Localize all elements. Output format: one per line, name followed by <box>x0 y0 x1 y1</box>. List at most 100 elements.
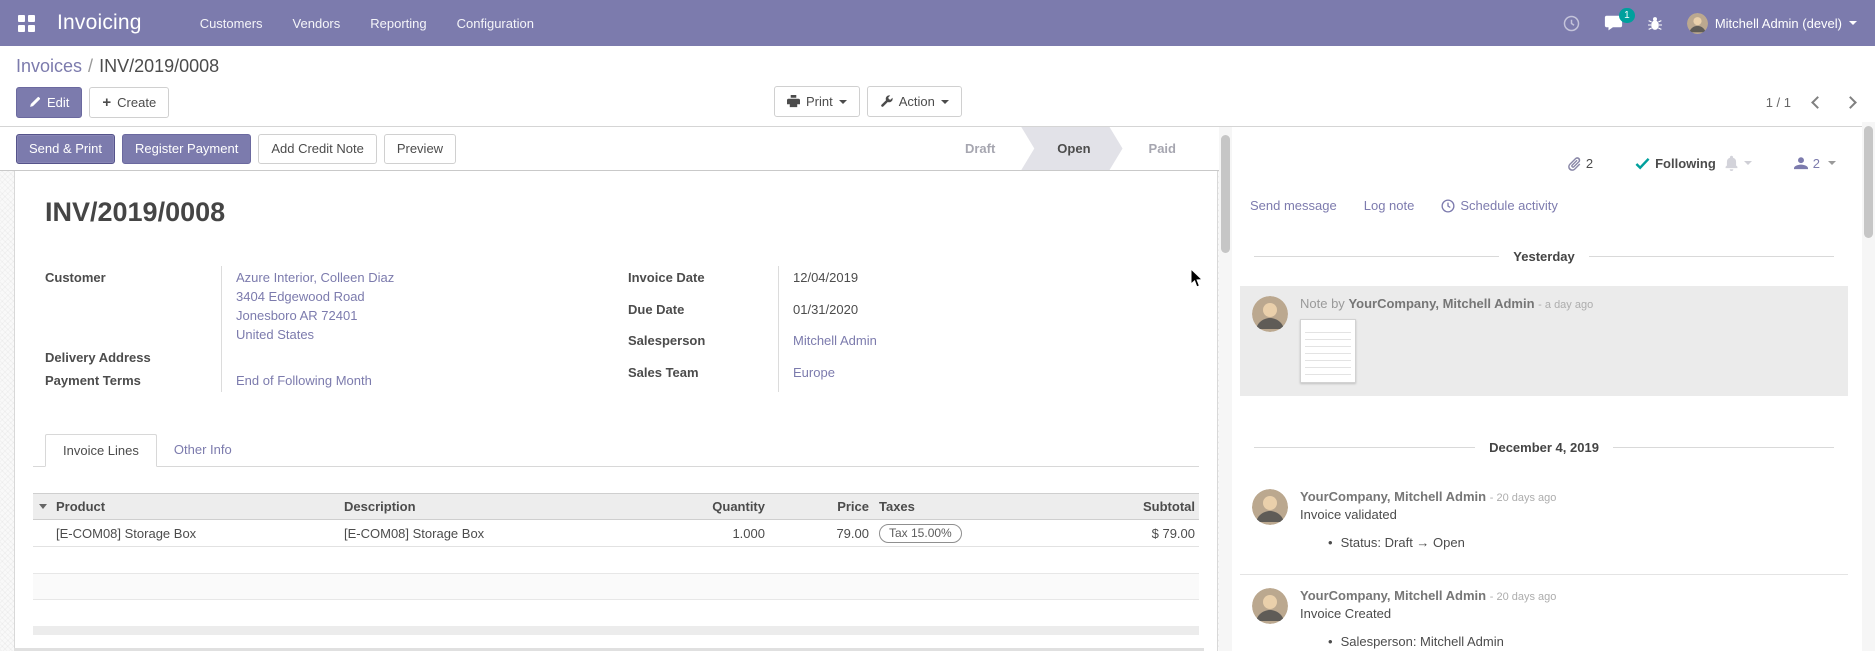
delivery-address-value[interactable] <box>221 346 610 369</box>
right-field-group: Invoice Date 12/04/2019 Due Date 01/31/2… <box>628 266 1188 392</box>
sort-caret-icon[interactable] <box>39 504 47 509</box>
tab-invoice-lines[interactable]: Invoice Lines <box>45 434 157 467</box>
user-avatar <box>1686 12 1708 34</box>
message-header: YourCompany, Mitchell Admin - 20 days ag… <box>1300 588 1556 603</box>
following-label: Following <box>1655 155 1716 171</box>
message-validated: YourCompany, Mitchell Admin - 20 days ag… <box>1240 479 1848 560</box>
payment-terms-label: Payment Terms <box>45 373 141 388</box>
tax-badge[interactable]: Tax 15.00% <box>879 523 962 543</box>
following-button[interactable]: Following <box>1635 156 1716 171</box>
status-widget: Draft Open Paid <box>939 127 1202 170</box>
user-menu[interactable]: Mitchell Admin (devel) <box>1686 12 1857 34</box>
col-quantity[interactable]: Quantity <box>712 499 765 514</box>
table-row[interactable]: [E-COM08] Storage Box [E-COM08] Storage … <box>33 520 1199 547</box>
cell-price[interactable]: 79.00 <box>836 525 869 541</box>
invoice-number-title: INV/2019/0008 <box>45 197 226 227</box>
edit-button[interactable]: Edit <box>16 86 83 118</box>
chevron-down-icon <box>838 99 847 104</box>
due-date-value[interactable]: 01/31/2020 <box>778 297 1188 329</box>
debug-bug-icon[interactable] <box>1647 15 1663 32</box>
pager-previous-icon[interactable] <box>1811 95 1824 109</box>
message-header: YourCompany, Mitchell Admin - 20 days ag… <box>1300 489 1556 504</box>
pencil-icon <box>30 96 41 107</box>
message-author[interactable]: YourCompany, Mitchell Admin <box>1300 489 1487 504</box>
customer-city[interactable]: Jonesboro AR 72401 <box>236 308 358 323</box>
state-paid[interactable]: Paid <box>1148 141 1176 156</box>
col-taxes[interactable]: Taxes <box>879 499 915 514</box>
delivery-address-label: Delivery Address <box>45 350 151 365</box>
check-icon <box>1635 157 1650 169</box>
horizontal-scrollbar[interactable] <box>14 648 1204 651</box>
print-button[interactable]: Print <box>774 86 860 117</box>
send-message-button[interactable]: Send message <box>1250 198 1337 213</box>
customer-label: Customer <box>45 270 106 285</box>
apps-grid-icon[interactable] <box>18 14 35 32</box>
state-open[interactable]: Open <box>1021 127 1122 170</box>
create-button[interactable]: + Create <box>89 86 170 118</box>
message-author[interactable]: YourCompany, Mitchell Admin <box>1348 296 1535 311</box>
menu-vendors[interactable]: Vendors <box>292 15 341 31</box>
breadcrumb-current: INV/2019/0008 <box>99 56 220 76</box>
chatter-scrollbar[interactable] <box>1862 122 1875 651</box>
chevron-down-icon[interactable] <box>1828 161 1836 165</box>
form-scrollbar[interactable] <box>1219 127 1232 651</box>
add-credit-note-button[interactable]: Add Credit Note <box>258 133 377 164</box>
col-subtotal[interactable]: Subtotal <box>1143 499 1195 514</box>
payment-terms-link[interactable]: End of Following Month <box>236 373 372 388</box>
divider-date: December 4, 2019 <box>1240 440 1848 455</box>
col-product[interactable]: Product <box>56 499 106 514</box>
col-price[interactable]: Price <box>837 499 869 514</box>
printer-icon <box>787 95 800 108</box>
menu-reporting[interactable]: Reporting <box>370 15 427 31</box>
navbar-right: 1 Mitchell Admin (devel) <box>1563 8 1857 34</box>
avatar[interactable] <box>1252 296 1288 332</box>
cell-product[interactable]: [E-COM08] Storage Box <box>56 525 197 541</box>
due-date-label: Due Date <box>628 301 685 317</box>
messages-icon[interactable]: 1 <box>1604 8 1635 31</box>
preview-button[interactable]: Preview <box>383 133 457 164</box>
message-author[interactable]: YourCompany, Mitchell Admin <box>1300 588 1487 603</box>
invoice-date-value[interactable]: 12/04/2019 <box>778 266 1188 298</box>
chatter-actions: Send message Log note Schedule activity <box>1240 198 1848 213</box>
register-payment-button[interactable]: Register Payment <box>122 133 252 164</box>
cell-quantity[interactable]: 1.000 <box>732 525 765 541</box>
state-draft[interactable]: Draft <box>964 141 996 156</box>
app-title[interactable]: Invoicing <box>57 11 142 34</box>
action-button[interactable]: Action <box>866 86 962 117</box>
customer-country[interactable]: United States <box>236 327 315 342</box>
menu-customers[interactable]: Customers <box>199 15 263 31</box>
activities-clock-icon[interactable] <box>1563 15 1580 32</box>
clock-icon <box>1441 198 1455 213</box>
customer-street[interactable]: 3404 Edgewood Road <box>236 289 365 304</box>
breadcrumb-separator: / <box>88 56 94 76</box>
empty-row <box>33 573 1199 600</box>
attachment-count: 2 <box>1585 155 1594 171</box>
sales-team-link[interactable]: Europe <box>793 364 835 380</box>
attachments-button[interactable]: 2 <box>1567 156 1593 171</box>
message-time: - 20 days ago <box>1489 492 1557 504</box>
pager-next-icon[interactable] <box>1844 95 1857 109</box>
customer-name-link[interactable]: Azure Interior, Colleen Diaz <box>236 270 395 285</box>
message-header: Note by YourCompany, Mitchell Admin - a … <box>1300 296 1593 311</box>
message-created: YourCompany, Mitchell Admin - 20 days ag… <box>1240 574 1848 651</box>
breadcrumb-invoices-link[interactable]: Invoices <box>16 56 83 76</box>
table-header-row: Product Description Quantity Price Taxes… <box>33 493 1199 520</box>
attachment-thumbnail[interactable] <box>1300 319 1356 383</box>
notification-bell-button[interactable] <box>1724 155 1752 171</box>
chevron-down-icon <box>1743 161 1752 165</box>
send-print-button[interactable]: Send & Print <box>16 133 115 164</box>
left-field-group: Customer Azure Interior, Colleen Diaz 34… <box>45 266 610 392</box>
menu-configuration[interactable]: Configuration <box>456 15 534 31</box>
cell-subtotal[interactable]: $ 79.00 <box>1151 525 1195 541</box>
tab-other-info[interactable]: Other Info <box>173 442 232 457</box>
followers-button[interactable]: 2 <box>1793 156 1820 171</box>
log-note-button[interactable]: Log note <box>1363 198 1415 213</box>
salesperson-value: Mitchell Admin <box>778 329 1188 361</box>
schedule-activity-button[interactable]: Schedule activity <box>1441 198 1558 213</box>
divider-yesterday: Yesterday <box>1240 249 1848 264</box>
salesperson-link[interactable]: Mitchell Admin <box>793 333 877 348</box>
cell-description[interactable]: [E-COM08] Storage Box <box>344 525 485 541</box>
avatar[interactable] <box>1252 588 1288 624</box>
avatar[interactable] <box>1252 489 1288 525</box>
col-description[interactable]: Description <box>344 499 416 514</box>
